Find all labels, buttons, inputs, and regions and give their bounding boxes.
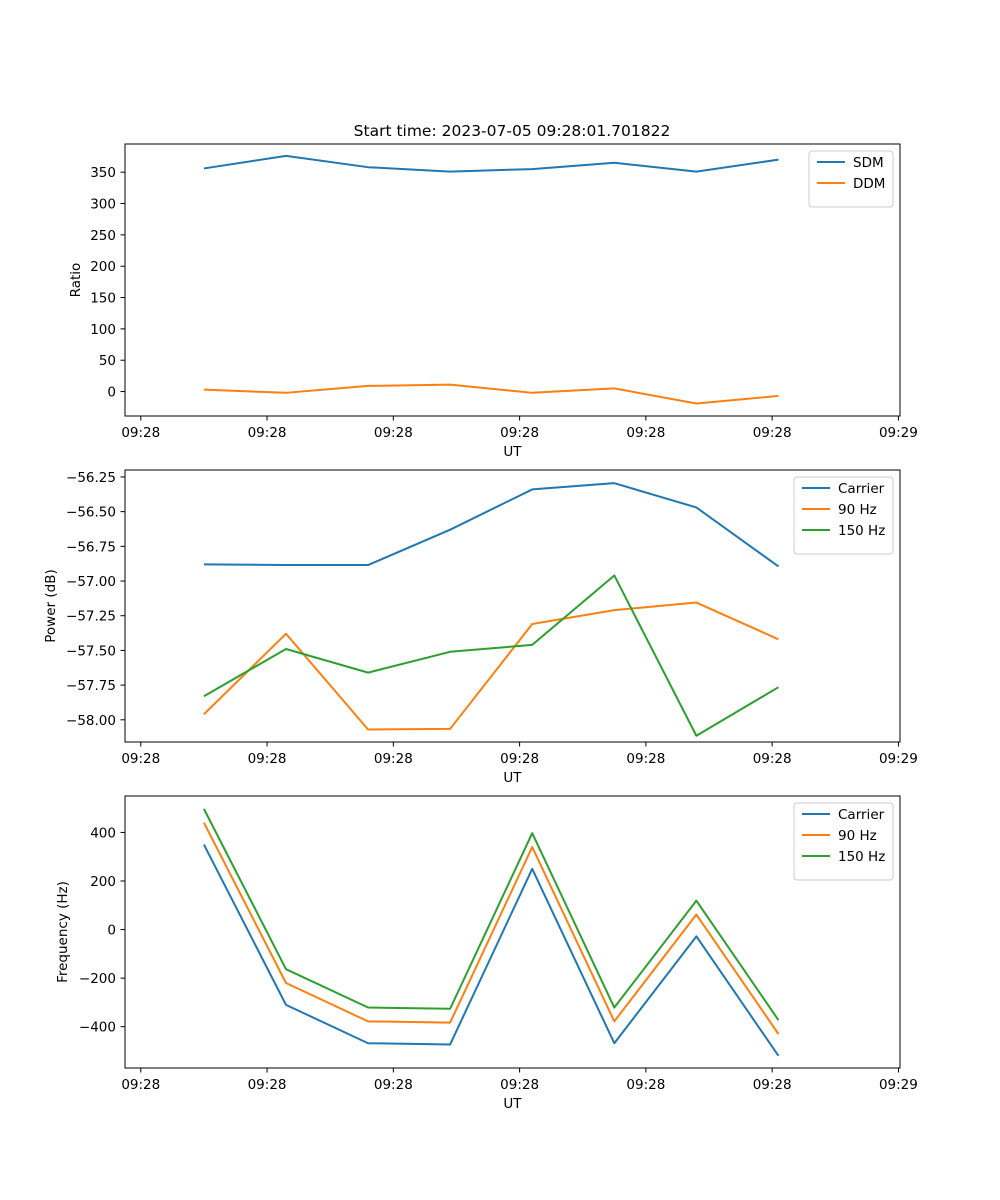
ratio-x-tick-label: 09:29 bbox=[879, 425, 918, 441]
ratio-panel: 09:28 09:28 09:28 09:28 09:28 09:28 09:29 0 50 10… bbox=[68, 143, 918, 460]
ratio-legend: SDM DDM bbox=[808, 150, 894, 208]
ratio-y-axis-label: Ratio bbox=[68, 263, 84, 298]
frequency-x-axis-label: UT bbox=[503, 1096, 522, 1112]
power-panel: 09:28 09:28 09:28 09:28 09:28 09:28 09:29 −58.0… bbox=[43, 469, 918, 786]
frequency-legend-label: 150 Hz bbox=[838, 849, 885, 865]
ratio-y-tick-label: 150 bbox=[90, 291, 116, 307]
ratio-y-tick-label: 100 bbox=[90, 322, 116, 338]
ratio-x-tick-label: 09:28 bbox=[121, 425, 160, 441]
ratio-series-line-ddm bbox=[203, 383, 779, 405]
frequency-axes-frame bbox=[124, 795, 901, 1069]
power-x-tick-label: 09:28 bbox=[374, 751, 413, 767]
frequency-x-tick-label: 09:29 bbox=[879, 1077, 918, 1093]
power-y-tick-label: −56.75 bbox=[66, 539, 116, 555]
frequency-series-line-carrier bbox=[203, 844, 780, 1057]
frequency-y-tick-label: 0 bbox=[107, 923, 116, 939]
power-series-line-90-hz bbox=[203, 601, 779, 731]
frequency-y-tick-label: −400 bbox=[79, 1020, 116, 1036]
frequency-x-tick-label: 09:28 bbox=[753, 1077, 792, 1093]
ratio-y-tick-label: 250 bbox=[90, 228, 116, 244]
power-x-axis-label: UT bbox=[503, 770, 522, 786]
power-y-tick-label: −57.00 bbox=[66, 574, 116, 590]
power-series-line-150-hz bbox=[203, 574, 779, 737]
frequency-series-line-150-hz bbox=[203, 808, 780, 1021]
ratio-x-tick-label: 09:28 bbox=[753, 425, 792, 441]
power-y-tick-label: −56.50 bbox=[66, 505, 116, 521]
frequency-x-tick-label: 09:28 bbox=[500, 1077, 539, 1093]
ratio-y-tick-label: 50 bbox=[99, 353, 116, 369]
power-y-tick-label: −57.25 bbox=[66, 609, 116, 625]
power-axes-frame bbox=[124, 469, 901, 743]
power-x-tick-label: 09:28 bbox=[626, 751, 665, 767]
power-legend-label: Carrier bbox=[838, 481, 885, 497]
figure-title: Start time: 2023-07-05 09:28:01.701822 bbox=[354, 122, 671, 140]
ratio-y-tick-label: 0 bbox=[107, 385, 116, 401]
ratio-legend-label: DDM bbox=[853, 176, 885, 192]
power-x-tick-label: 09:28 bbox=[248, 751, 287, 767]
power-x-tick-label: 09:28 bbox=[753, 751, 792, 767]
power-y-tick-label: −57.75 bbox=[66, 678, 116, 694]
frequency-y-tick-label: 200 bbox=[90, 874, 116, 890]
frequency-x-tick-label: 09:28 bbox=[248, 1077, 287, 1093]
ratio-axes-frame bbox=[124, 143, 901, 417]
ratio-x-tick-label: 09:28 bbox=[500, 425, 539, 441]
ratio-x-tick-label: 09:28 bbox=[626, 425, 665, 441]
ratio-y-tick-label: 200 bbox=[90, 259, 116, 275]
power-series-line-carrier bbox=[203, 482, 780, 568]
ratio-x-tick-label: 09:28 bbox=[248, 425, 287, 441]
frequency-legend-label: 90 Hz bbox=[838, 828, 877, 844]
ratio-x-tick-label: 09:28 bbox=[374, 425, 413, 441]
power-y-axis-label: Power (dB) bbox=[43, 569, 59, 642]
ratio-series-line-sdm bbox=[203, 154, 779, 173]
frequency-y-tick-label: 400 bbox=[90, 825, 116, 841]
power-legend-label: 90 Hz bbox=[838, 502, 877, 518]
ratio-y-tick-label: 300 bbox=[90, 197, 116, 213]
frequency-panel: 09:28 09:28 09:28 09:28 09:28 09:28 09:29 −400 −… bbox=[55, 795, 918, 1112]
power-legend-label: 150 Hz bbox=[838, 523, 885, 539]
power-legend: Carrier 90 Hz 150 Hz bbox=[793, 476, 894, 555]
frequency-legend-label: Carrier bbox=[838, 807, 885, 823]
ratio-x-axis-label: UT bbox=[503, 444, 522, 460]
ratio-legend-label: SDM bbox=[853, 155, 884, 171]
power-y-tick-label: −57.50 bbox=[66, 643, 116, 659]
power-x-tick-label: 09:28 bbox=[500, 751, 539, 767]
ratio-y-tick-label: 350 bbox=[90, 165, 116, 181]
power-x-tick-label: 09:29 bbox=[879, 751, 918, 767]
power-y-tick-label: −56.25 bbox=[66, 470, 116, 486]
frequency-x-tick-label: 09:28 bbox=[374, 1077, 413, 1093]
power-y-tick-label: −58.00 bbox=[66, 713, 116, 729]
frequency-y-tick-label: −200 bbox=[79, 971, 116, 987]
frequency-x-tick-label: 09:28 bbox=[626, 1077, 665, 1093]
power-x-tick-label: 09:28 bbox=[121, 751, 160, 767]
frequency-series-line-90-hz bbox=[203, 822, 780, 1035]
frequency-legend: Carrier 90 Hz 150 Hz bbox=[793, 802, 894, 881]
frequency-x-tick-label: 09:28 bbox=[121, 1077, 160, 1093]
frequency-y-axis-label: Frequency (Hz) bbox=[55, 881, 71, 983]
